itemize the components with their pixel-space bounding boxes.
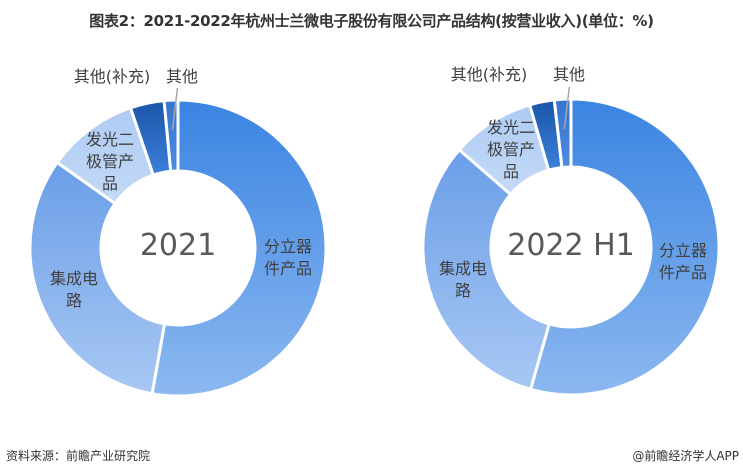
source-note: 资料来源：前瞻产业研究院	[6, 449, 151, 463]
leader-line-other	[563, 86, 571, 130]
label-led-2022h1: 发光二 极管产 品	[486, 118, 535, 181]
slice-discrete	[528, 97, 721, 397]
slice-discrete	[150, 98, 328, 398]
slice-ic	[28, 160, 167, 396]
donut-2021-svg	[28, 87, 328, 398]
leader-line-other	[171, 87, 179, 131]
label-ic-2021: 集成电 路	[49, 269, 98, 310]
donut-chart-2022h1: 2022 H1 分立器 件产品 集成电 路 发光二 极管产 品 其他(补充) 其…	[371, 0, 743, 440]
donut-2022h1-svg	[421, 86, 721, 397]
label-other-supp-2022h1: 其他(补充)	[450, 65, 528, 84]
donut-chart-2021: 2021 分立器 件产品 集成电 路 发光二 极管产 品 其他(补充) 其他	[0, 0, 371, 440]
chart-title: 图表2：2021-2022年杭州士兰微电子股份有限公司产品结构(按营业收入)(单…	[89, 12, 654, 30]
label-discrete-2021: 分立器 件产品	[263, 237, 312, 278]
slice-ic	[421, 147, 552, 392]
center-label-2022h1: 2022 H1	[507, 228, 635, 263]
label-discrete-2022h1: 分立器 件产品	[658, 241, 707, 282]
credit-note: @前瞻经济学人APP	[632, 449, 739, 463]
label-other-supp-2021: 其他(补充)	[73, 67, 151, 86]
center-label-2021: 2021	[139, 228, 217, 263]
label-ic-2022h1: 集成电 路	[438, 259, 487, 300]
label-led-2021: 发光二 极管产 品	[85, 130, 134, 193]
slice-other	[552, 97, 573, 170]
label-other-2021: 其他	[165, 67, 198, 86]
label-other-2022h1: 其他	[552, 65, 585, 84]
